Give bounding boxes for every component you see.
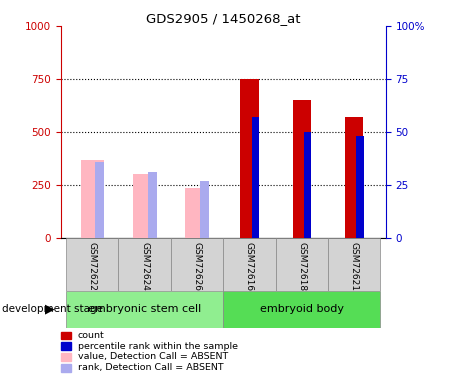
Bar bbox=[66, 291, 223, 328]
Bar bbox=[147, 172, 157, 238]
Bar bbox=[95, 162, 105, 238]
Text: development stage: development stage bbox=[2, 304, 103, 314]
Bar bbox=[328, 238, 380, 291]
Bar bbox=[223, 291, 380, 328]
Bar bbox=[133, 174, 156, 238]
Text: GSM72626: GSM72626 bbox=[193, 242, 202, 291]
Bar bbox=[119, 238, 171, 291]
Text: value, Detection Call = ABSENT: value, Detection Call = ABSENT bbox=[78, 352, 228, 362]
Text: rank, Detection Call = ABSENT: rank, Detection Call = ABSENT bbox=[78, 363, 224, 372]
Text: GSM72616: GSM72616 bbox=[245, 242, 254, 291]
Text: ▶: ▶ bbox=[46, 303, 55, 316]
Text: embryoid body: embryoid body bbox=[260, 304, 344, 314]
Bar bbox=[61, 364, 72, 372]
Bar bbox=[200, 181, 209, 238]
Title: GDS2905 / 1450268_at: GDS2905 / 1450268_at bbox=[146, 12, 300, 25]
Bar bbox=[240, 79, 259, 238]
Text: percentile rank within the sample: percentile rank within the sample bbox=[78, 342, 238, 351]
Text: GSM72624: GSM72624 bbox=[140, 242, 149, 291]
Bar bbox=[276, 238, 328, 291]
Bar bbox=[61, 332, 72, 339]
Bar bbox=[185, 188, 209, 238]
Bar bbox=[171, 238, 223, 291]
Bar bbox=[66, 238, 119, 291]
Bar bbox=[252, 117, 259, 238]
Text: embryonic stem cell: embryonic stem cell bbox=[88, 304, 201, 314]
Text: GSM72622: GSM72622 bbox=[88, 242, 97, 291]
Text: count: count bbox=[78, 331, 105, 340]
Bar bbox=[61, 342, 72, 350]
Bar bbox=[293, 100, 311, 238]
Bar bbox=[356, 136, 364, 238]
Bar bbox=[81, 160, 104, 238]
Text: GSM72621: GSM72621 bbox=[350, 242, 359, 291]
Bar bbox=[345, 117, 364, 238]
Text: GSM72618: GSM72618 bbox=[297, 242, 306, 291]
Bar bbox=[223, 238, 276, 291]
Bar bbox=[304, 132, 312, 238]
Bar bbox=[61, 353, 72, 361]
